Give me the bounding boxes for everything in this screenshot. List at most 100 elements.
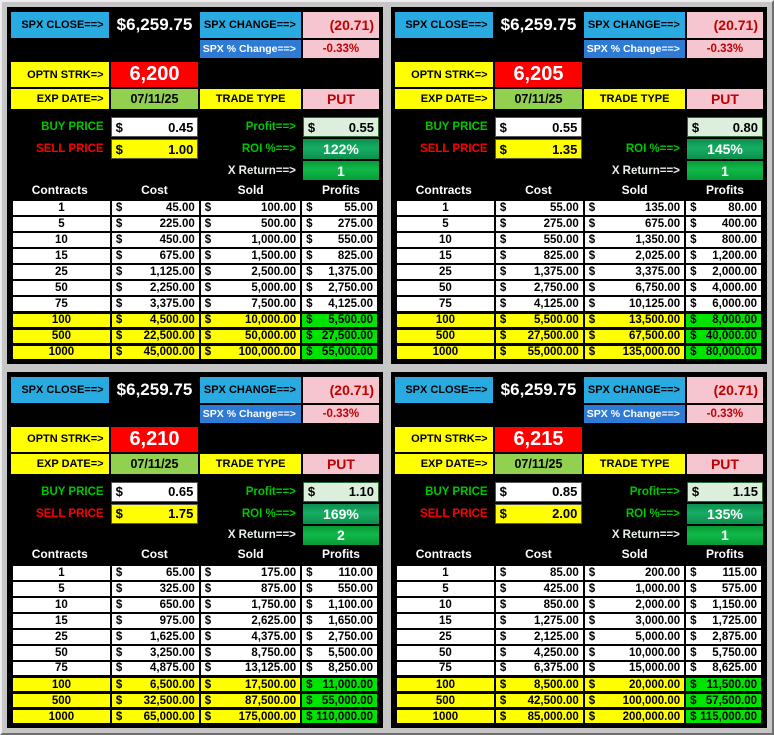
sold-cell: $3,000.00 [582, 611, 687, 630]
profit-cell: $11,500.00 [684, 675, 763, 694]
dollar-sign: $ [204, 250, 212, 262]
spx-close-label: SPX CLOSE==> [11, 12, 109, 38]
dollar-sign: $ [115, 630, 123, 643]
sold-column-header: Sold [621, 182, 648, 197]
dollar-sign: $ [307, 484, 316, 499]
optn-strk-label: OPTN STRK=> [11, 426, 109, 452]
dollar-sign: $ [115, 566, 123, 579]
exp-date-value[interactable]: 07/11/25 [494, 89, 583, 109]
dollar-sign: $ [306, 266, 313, 278]
contracts-cell: 500 [11, 691, 112, 710]
buy-price-value: 0.65 [168, 484, 194, 499]
profit-cell: $400.00 [684, 215, 763, 233]
profit-cell: $110,000.00 [300, 707, 379, 726]
trade-type-value[interactable]: PUT [302, 453, 379, 474]
contracts-cell: 500 [11, 326, 112, 346]
cost-cell: $825.00 [493, 247, 585, 265]
contracts-cell: 25 [395, 627, 496, 646]
cost-column-header: Cost [141, 182, 168, 197]
sell-price-label: SELL PRICE [36, 143, 104, 155]
table-row: 5 $275.00 $675.00 $400.00 [395, 215, 763, 233]
dollar-sign: $ [588, 266, 596, 278]
dollar-sign: $ [690, 662, 697, 675]
contracts-cell: 75 [395, 295, 496, 313]
trade-type-value[interactable]: PUT [686, 453, 763, 474]
cost-cell: $975.00 [109, 611, 201, 630]
dollar-sign: $ [204, 582, 212, 595]
sold-cell: $135,000.00 [582, 342, 687, 362]
contracts-table: 1 $65.00 $175.00 $110.00 5 $325.00 $875.… [11, 563, 379, 726]
sell-price-input[interactable]: $ 1.75 [110, 503, 199, 524]
spacer [303, 427, 379, 452]
cost-cell: $650.00 [109, 595, 201, 614]
dollar-sign: $ [306, 314, 313, 326]
optn-strk-label: OPTN STRK=> [395, 426, 493, 452]
cost-cell: $65.00 [109, 563, 201, 582]
table-row: 1 $65.00 $175.00 $110.00 [11, 563, 379, 582]
optn-strk-value[interactable]: 6,215 [494, 426, 583, 452]
dollar-sign: $ [306, 678, 313, 691]
cost-cell: $2,125.00 [493, 627, 585, 646]
x-return-value: 1 [721, 527, 729, 543]
dollar-sign: $ [115, 314, 123, 326]
trade-type-value[interactable]: PUT [686, 89, 763, 109]
dollar-sign: $ [499, 710, 507, 723]
buy-price-input[interactable]: $ 0.55 [494, 117, 583, 137]
profit-value: 0.80 [732, 119, 758, 135]
optn-strk-value[interactable]: 6,205 [494, 62, 583, 87]
table-row: 1 $85.00 $200.00 $115.00 [395, 563, 763, 582]
table-row: 75 $6,375.00 $15,000.00 $8,625.00 [395, 659, 763, 678]
spx-summary-block: SPX CLOSE==> $6,259.75 SPX CHANGE==> (20… [395, 12, 763, 58]
spacer [111, 526, 199, 545]
dollar-sign: $ [204, 694, 212, 707]
exp-date-value[interactable]: 07/11/25 [494, 453, 583, 474]
spx-pct-change-value: -0.33% [302, 404, 379, 423]
sold-cell: $50,000.00 [198, 326, 303, 346]
trade-type-value[interactable]: PUT [302, 89, 379, 109]
option-terms-block: OPTN STRK=> 6,205 EXP DATE=> 07/11/25 TR… [395, 62, 763, 109]
profit-cell: $11,000.00 [300, 675, 379, 694]
cost-cell: $6,375.00 [493, 659, 585, 678]
option-panel-6205: SPX CLOSE==> $6,259.75 SPX CHANGE==> (20… [391, 7, 767, 364]
cost-cell: $1,625.00 [109, 627, 201, 646]
profit-cell: $2,875.00 [684, 627, 763, 646]
sell-price-input[interactable]: $ 1.00 [110, 139, 199, 159]
column-header-row: Contracts Cost Sold Profits [395, 547, 763, 562]
optn-strk-value[interactable]: 6,200 [110, 62, 199, 87]
cost-cell: $675.00 [109, 247, 201, 265]
dollar-sign: $ [115, 282, 123, 294]
dollar-sign: $ [204, 202, 212, 214]
buy-price-input[interactable]: $ 0.85 [494, 481, 583, 502]
spacer [495, 40, 583, 58]
dollar-sign: $ [306, 297, 313, 310]
cost-cell: $65,000.00 [109, 707, 201, 726]
optn-strk-value[interactable]: 6,210 [110, 426, 199, 452]
profit-cell: $5,500.00 [300, 310, 379, 330]
spacer [11, 405, 109, 423]
profit-value: 1.15 [732, 484, 758, 499]
cost-cell: $1,125.00 [109, 263, 201, 281]
sell-price-input[interactable]: $ 2.00 [494, 503, 583, 524]
spx-summary-block: SPX CLOSE==> $6,259.75 SPX CHANGE==> (20… [395, 376, 763, 423]
exp-date-value[interactable]: 07/11/25 [110, 89, 199, 109]
dollar-sign: $ [499, 694, 507, 707]
sell-price-label: SELL PRICE [420, 143, 488, 155]
sold-cell: $135.00 [582, 199, 687, 217]
dollar-sign: $ [499, 119, 507, 135]
sell-price-input[interactable]: $ 1.35 [494, 139, 583, 159]
profit-label [584, 117, 685, 137]
table-row: 1 $45.00 $100.00 $55.00 [11, 199, 379, 217]
spx-close-value: $6,259.75 [116, 15, 193, 34]
profit-value-box: $ 1.15 [686, 481, 763, 502]
spacer [395, 161, 493, 180]
dollar-sign: $ [499, 202, 507, 214]
exp-date-value[interactable]: 07/11/25 [110, 453, 199, 474]
sold-column-header: Sold [237, 547, 264, 561]
table-row: 5 $225.00 $500.00 $275.00 [11, 215, 379, 233]
table-row: 75 $4,125.00 $10,125.00 $6,000.00 [395, 295, 763, 313]
pricing-block: BUY PRICE $ 0.45 Profit==> $ 0.55 SELL P… [11, 117, 379, 180]
profit-cell: $2,000.00 [684, 263, 763, 281]
profit-cell: $115.00 [684, 563, 763, 582]
buy-price-input[interactable]: $ 0.65 [110, 481, 199, 502]
buy-price-input[interactable]: $ 0.45 [110, 117, 199, 137]
